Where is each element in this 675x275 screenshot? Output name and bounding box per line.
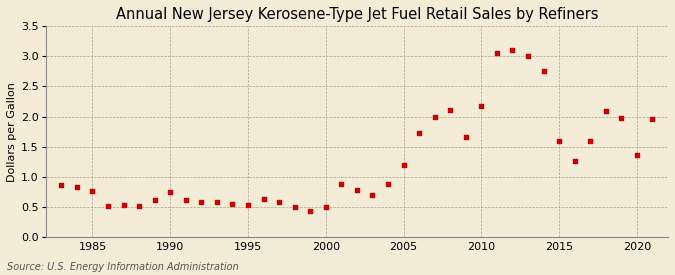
Point xyxy=(274,200,285,204)
Point xyxy=(414,131,425,135)
Point xyxy=(398,163,409,168)
Point xyxy=(507,48,518,52)
Point xyxy=(103,204,113,208)
Point xyxy=(522,54,533,58)
Point xyxy=(491,51,502,55)
Point xyxy=(149,198,160,202)
Point xyxy=(87,189,98,194)
Text: Source: U.S. Energy Information Administration: Source: U.S. Energy Information Administ… xyxy=(7,262,238,272)
Point xyxy=(601,109,612,113)
Point xyxy=(460,135,471,139)
Y-axis label: Dollars per Gallon: Dollars per Gallon xyxy=(7,82,17,182)
Point xyxy=(383,182,394,186)
Point xyxy=(367,193,378,197)
Point xyxy=(165,190,176,194)
Point xyxy=(476,104,487,108)
Point xyxy=(290,205,300,209)
Point xyxy=(585,139,595,144)
Point xyxy=(196,200,207,204)
Point xyxy=(118,203,129,207)
Point xyxy=(569,158,580,163)
Point xyxy=(352,188,362,192)
Point xyxy=(56,183,67,188)
Point xyxy=(445,108,456,113)
Point xyxy=(211,200,222,205)
Point xyxy=(227,202,238,206)
Point xyxy=(647,117,658,121)
Point xyxy=(242,203,253,208)
Title: Annual New Jersey Kerosene-Type Jet Fuel Retail Sales by Refiners: Annual New Jersey Kerosene-Type Jet Fuel… xyxy=(115,7,598,22)
Point xyxy=(321,205,331,209)
Point xyxy=(134,204,144,208)
Point xyxy=(554,139,564,144)
Point xyxy=(616,116,627,120)
Point xyxy=(336,182,347,186)
Point xyxy=(305,209,316,213)
Point xyxy=(429,114,440,119)
Point xyxy=(538,68,549,73)
Point xyxy=(72,185,82,189)
Point xyxy=(259,197,269,201)
Point xyxy=(180,198,191,202)
Point xyxy=(632,153,643,157)
